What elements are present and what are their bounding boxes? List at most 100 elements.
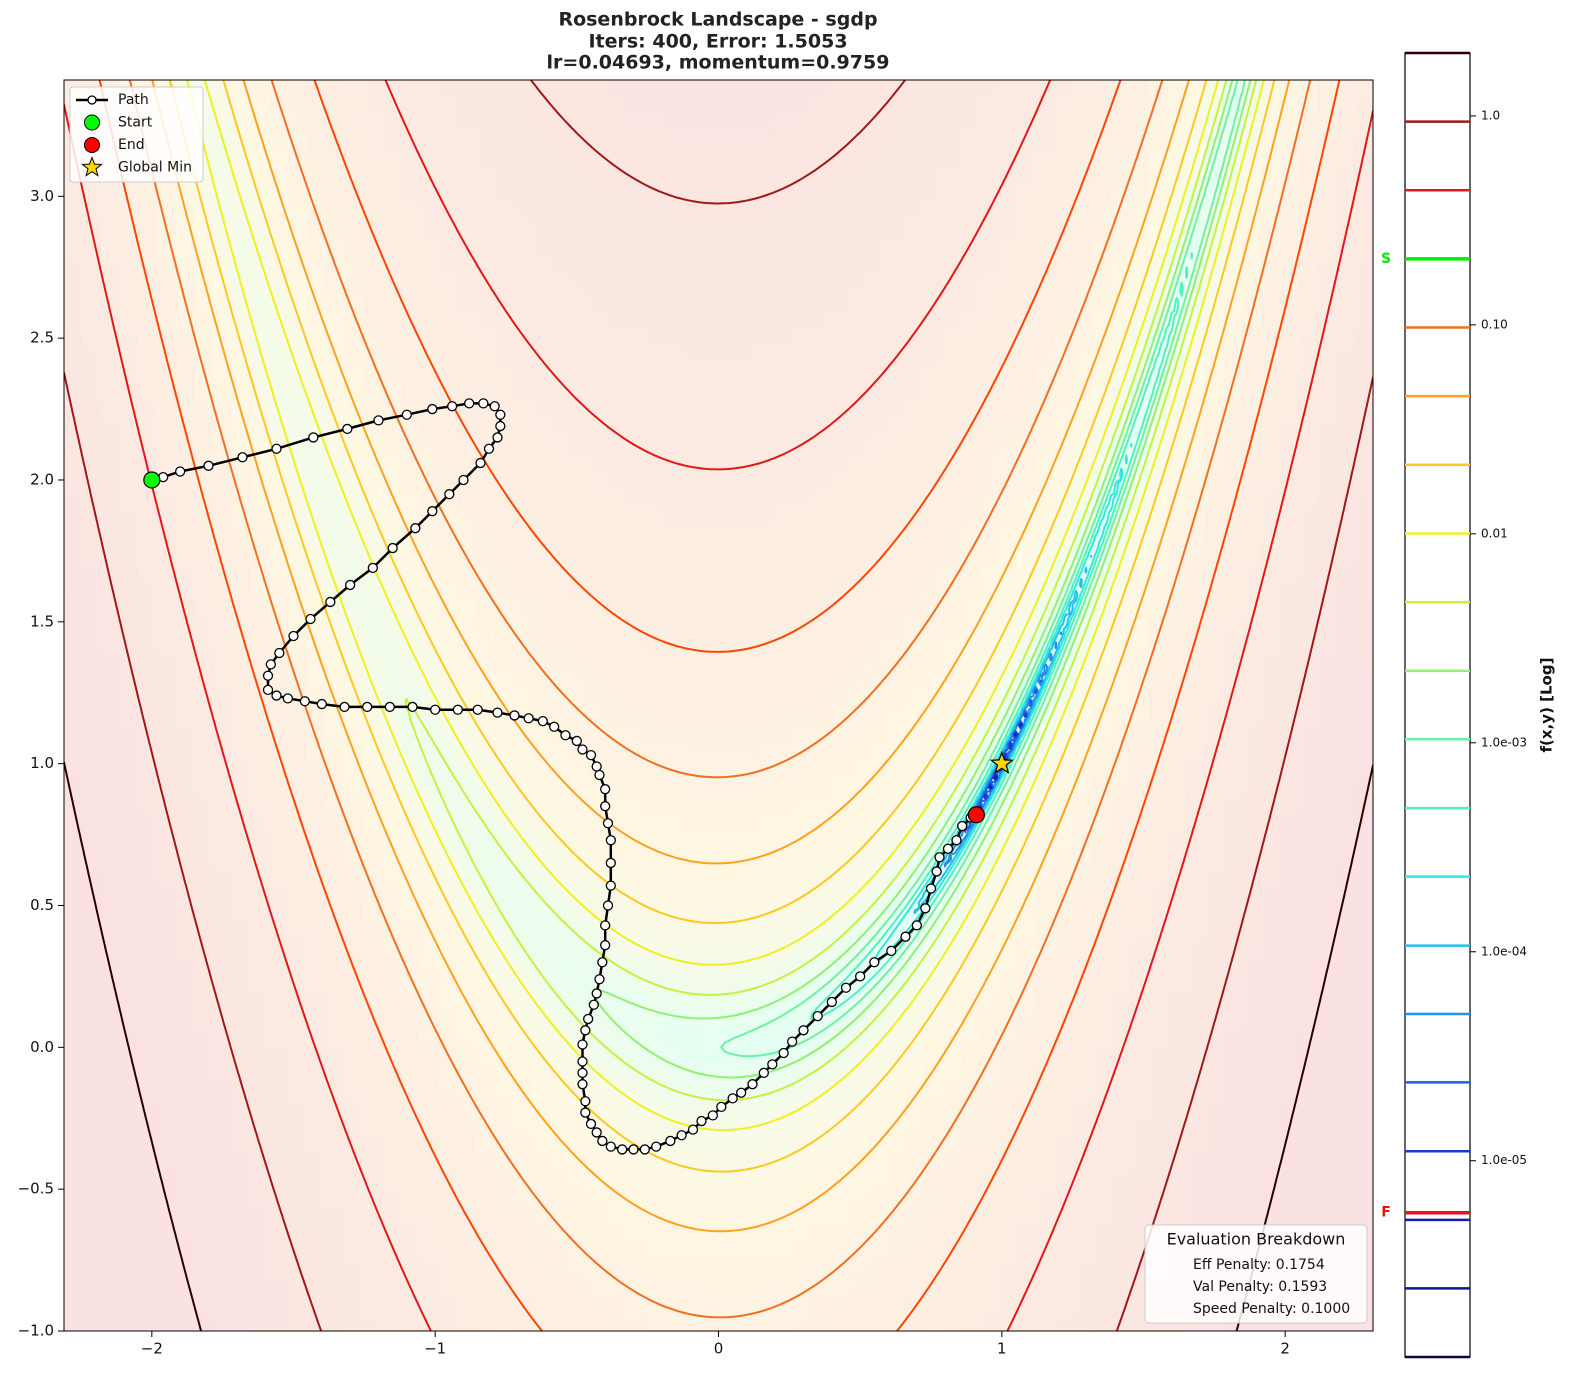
heat-cell [232,937,252,957]
heat-cell [587,455,607,474]
heat-cell [1335,365,1355,385]
heat-cell [438,258,458,278]
path-point [384,701,395,713]
heat-cell [456,598,476,617]
heat-cell [1279,1188,1299,1207]
heat-cell [755,151,776,170]
heat-cell [157,1009,177,1028]
heat-cell [64,1152,84,1171]
heat-cell [64,1134,84,1153]
heat-cell [868,97,888,117]
heat-cell [568,1116,589,1136]
heat-cell [138,580,159,599]
heat-cell [512,562,533,581]
heat-cell [344,383,364,403]
heat-cell [288,312,308,331]
heat-cell [194,330,215,349]
heat-cell [830,902,850,921]
heat-cell [774,1241,794,1261]
heat-cell [381,1205,402,1225]
heat-cell [64,580,84,599]
heat-cell [643,276,663,296]
heat-cell [961,508,981,528]
heat-cell [849,1295,869,1314]
heat-cell [120,330,140,349]
heat-cell [1148,669,1168,689]
heat-cell [1092,1205,1112,1225]
heat-cell [456,1134,476,1153]
heat-cell [400,937,420,957]
heat-cell [157,848,177,867]
heat-cell [344,205,364,224]
heat-cell [1316,240,1337,260]
heat-cell [699,634,720,653]
heat-cell [1017,330,1037,349]
heat-cell [1017,562,1037,581]
heat-cell [587,687,607,707]
heat-cell [194,1098,215,1118]
heat-cell [587,1277,607,1296]
heat-cell [905,115,925,135]
heat-cell [1260,723,1281,742]
heat-cell [82,205,102,224]
heat-cell [830,258,850,278]
heat-cell [1017,205,1037,224]
heat-cell [120,312,140,331]
heat-cell [494,830,514,850]
heat-cell [924,1027,944,1046]
heat-cell [531,383,551,403]
heat-cell [1036,1080,1056,1100]
heat-cell [176,365,196,385]
heat-cell [699,1152,720,1171]
heat-cell [1335,651,1355,671]
heat-cell [344,1223,364,1243]
heat-cell [606,544,626,564]
heat-cell [438,115,458,135]
heat-cell [494,776,514,796]
heat-cell [568,401,589,421]
heat-cell [1335,151,1355,170]
heat-cell [830,705,850,724]
heat-cell [905,276,925,296]
heat-cell [1036,1098,1056,1118]
heat-cell [643,1170,663,1189]
heat-cell [961,383,981,403]
heat-cell [905,741,925,760]
heat-cell [419,437,439,456]
heat-cell [307,115,327,135]
heat-cell [587,616,607,635]
heat-cell [344,473,364,492]
heat-cell [82,580,102,599]
path-point [475,457,486,469]
heat-cell [456,330,476,349]
heat-cell [1335,1170,1355,1189]
heat-cell [64,723,84,742]
heat-cell [718,133,738,153]
heat-cell [942,169,963,188]
heat-cell [606,1098,626,1118]
heat-cell [232,848,252,867]
heat-cell [737,276,757,296]
heat-cell [568,151,589,170]
heat-cell [1073,80,1094,99]
heat-cell [550,526,570,546]
heat-cell [101,526,121,546]
heat-cell [662,741,682,760]
heat-cell [587,312,607,331]
heat-cell [980,1259,1000,1278]
heat-cell [176,1062,196,1082]
path-point [274,647,285,659]
heat-cell [1036,902,1056,921]
heat-cell [662,312,682,331]
heat-cell [924,205,944,224]
heat-cell [120,1313,140,1331]
heat-cell [886,723,907,742]
heat-cell [1017,222,1037,242]
heat-cell [737,919,757,939]
path-point [602,900,614,911]
heat-cell [830,151,850,170]
heat-cell [101,1134,121,1153]
heat-cell [643,544,663,564]
heat-cell [1316,884,1337,903]
heat-cell [830,616,850,635]
